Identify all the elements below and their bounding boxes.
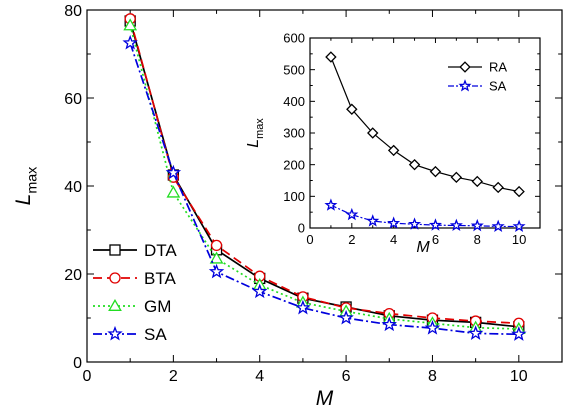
inset-data-point-sa	[512, 219, 526, 232]
inset-data-point-sa	[387, 216, 401, 229]
main-legend-marker-sa	[107, 325, 123, 341]
inset-data-point-ra	[513, 185, 525, 198]
inset-legend-marker-sa	[458, 79, 472, 92]
inset-data-point-sa	[345, 207, 359, 221]
main-data-point-sa	[165, 164, 182, 180]
main-series-line-sa	[129, 42, 519, 336]
main-data-point-sa	[208, 263, 225, 279]
inset-y-tick-label: 100	[283, 189, 305, 204]
main-legend: DTA BTA GM SA	[93, 241, 177, 344]
inset-y-tick-label: 200	[283, 157, 305, 172]
main-legend-label-gm: GM	[144, 297, 171, 316]
inset-x-tick-label: 4	[390, 232, 397, 247]
inset-data-point-ra	[325, 51, 337, 63]
inset-data-point-sa	[408, 217, 422, 230]
inset-x-tick-label: 10	[512, 232, 526, 247]
main-series-sa	[122, 34, 527, 341]
inset-y-axis-title: Lmax	[245, 118, 266, 148]
inset-y-tick-label: 0	[298, 221, 305, 236]
main-data-point-sa	[295, 299, 311, 315]
main-data-point-sa	[338, 309, 354, 325]
inset-legend-label-sa: SA	[489, 79, 507, 94]
main-legend-marker-dta	[109, 244, 121, 256]
inset-y-tick-label: 400	[283, 94, 305, 109]
main-y-tick-label: 20	[64, 267, 82, 284]
inset-x-tick-label: 6	[432, 232, 439, 247]
main-x-tick-label: 6	[342, 368, 351, 385]
inset-data-point-ra	[387, 144, 400, 157]
inset-data-point-sa	[470, 218, 484, 232]
inset-series-line-ra	[330, 56, 520, 193]
main-data-point-bta	[210, 239, 223, 252]
inset-plot-frame	[309, 37, 541, 229]
main-data-point-gm	[166, 185, 181, 198]
inset-data-point-sa	[324, 198, 338, 211]
main-y-axis-title-sub: max	[24, 167, 40, 194]
inset-data-point-ra	[408, 158, 421, 171]
main-data-point-sa	[381, 316, 397, 332]
main-y-tick-label: 40	[64, 179, 82, 196]
inset-data-point-sa	[366, 214, 380, 227]
main-x-tick-label: 8	[428, 368, 437, 385]
main-data-point-sa	[467, 325, 484, 340]
main-y-axis-title-main: L	[12, 194, 35, 206]
main-legend-label-bta: BTA	[144, 269, 176, 288]
main-legend-label-sa: SA	[144, 325, 167, 344]
inset-x-tick-label: 2	[348, 232, 355, 247]
main-y-axis-title: Lmax	[12, 167, 40, 206]
inset-x-tick-label: 0	[306, 232, 313, 247]
main-data-point-sa	[252, 283, 268, 299]
inset-y-axis-title-sub: max	[254, 118, 266, 139]
inset-y-tick-label: 500	[283, 62, 305, 77]
inset-x-axis-title: M	[416, 239, 430, 256]
inset-data-point-ra	[367, 127, 379, 139]
inset-x-tick-label: 8	[474, 232, 481, 247]
inset-data-point-ra	[429, 165, 442, 178]
main-data-point-gm	[209, 251, 224, 264]
inset-legend-marker-ra	[459, 61, 471, 73]
inset-data-point-sa	[491, 219, 505, 232]
main-legend-label-dta: DTA	[144, 241, 177, 260]
inset-legend-label-ra: RA	[489, 60, 507, 75]
main-legend-marker-gm	[108, 298, 122, 311]
main-x-tick-label: 0	[83, 368, 92, 385]
main-legend-marker-bta	[109, 272, 121, 284]
main-y-tick-label: 80	[64, 3, 82, 20]
inset-y-tick-label: 300	[283, 126, 305, 141]
main-x-axis-title: M	[316, 387, 334, 410]
inset-y-tick-label: 600	[283, 31, 305, 46]
inset-data-point-ra	[492, 181, 504, 194]
inset-data-point-sa	[449, 218, 463, 232]
main-x-tick-label: 10	[510, 368, 528, 385]
main-series-line-bta	[129, 18, 519, 325]
inset-y-axis-title-main: L	[245, 139, 262, 148]
main-data-point-sa	[424, 320, 441, 335]
main-data-point-gm	[123, 18, 138, 31]
inset-data-point-ra	[346, 103, 358, 115]
main-y-tick-label: 0	[73, 355, 82, 372]
inset-series-ra	[325, 51, 525, 198]
inset-legend: RA SA	[448, 60, 507, 94]
main-y-tick-label: 60	[64, 91, 82, 108]
inset-data-point-ra	[471, 175, 483, 188]
main-data-point-sa	[122, 34, 138, 50]
inset-series-line-sa	[330, 204, 520, 228]
inset-data-point-sa	[428, 218, 442, 231]
inset-series-sa	[324, 198, 526, 232]
main-data-point-sa	[511, 326, 527, 341]
inset-data-point-ra	[450, 171, 463, 184]
main-x-tick-label: 2	[169, 368, 178, 385]
main-x-tick-label: 4	[255, 368, 264, 385]
main-series-line-gm	[129, 25, 519, 330]
